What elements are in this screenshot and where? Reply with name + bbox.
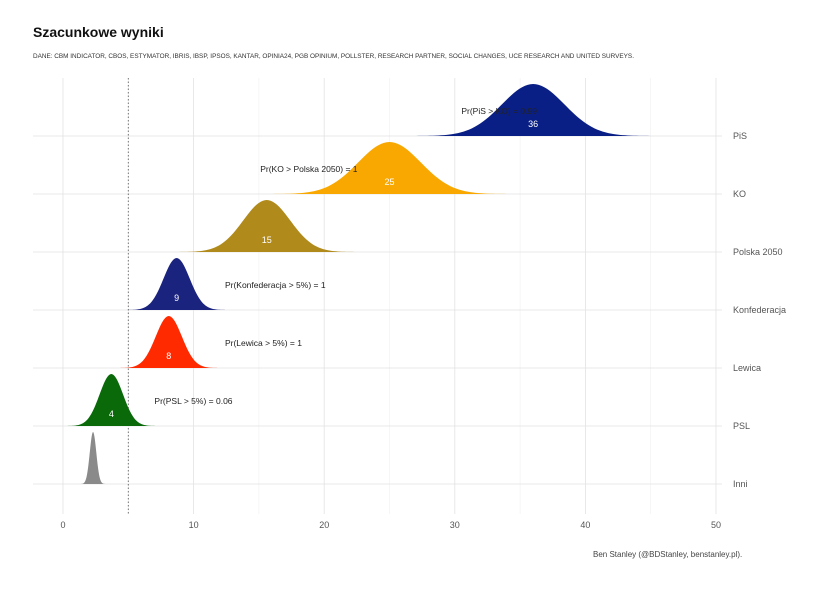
category-labels: PiS KO Polska 2050 Konfederacja Lewica PSL Inn…	[733, 131, 786, 489]
mean-label-pis: 36	[528, 119, 538, 129]
category-label-pis: PiS	[733, 131, 747, 141]
category-label-konfederacja: Konfederacja	[733, 305, 786, 315]
mean-label-polska-2050: 15	[262, 235, 272, 245]
annotations: Pr(PiS > KO) = 0.99 Pr(KO > Polska 2050) …	[154, 106, 537, 406]
ridge-pis	[407, 84, 659, 136]
annotation: Pr(PSL > 5%) = 0.06	[154, 396, 232, 406]
annotation: Pr(Lewica > 5%) = 1	[225, 338, 302, 348]
mean-label-lewica: 8	[166, 351, 171, 361]
x-tick-label: 10	[189, 520, 199, 530]
ridge-inni	[79, 432, 107, 484]
ridge-lewica	[116, 316, 222, 368]
category-label-inni: Inni	[733, 479, 748, 489]
annotation: Pr(PiS > KO) = 0.99	[461, 106, 537, 116]
chart-caption: Ben Stanley (@BDStanley, benstanley.pl).	[593, 550, 743, 559]
annotation: Pr(KO > Polska 2050) = 1	[260, 164, 358, 174]
category-label-polska-2050: Polska 2050	[733, 247, 783, 257]
ridge-konfederacja	[124, 258, 229, 310]
x-tick-label: 0	[60, 520, 65, 530]
mean-label-psl: 4	[109, 409, 114, 419]
x-tick-labels: 0 10 20 30 40 50	[60, 520, 721, 530]
x-tick-label: 50	[711, 520, 721, 530]
grid-lines	[33, 78, 722, 514]
ridge-psl	[64, 374, 159, 426]
x-tick-label: 30	[450, 520, 460, 530]
category-label-ko: KO	[733, 189, 746, 199]
ridge-polska-2050	[172, 200, 361, 252]
chart-subtitle: DANE: CBM INDICATOR, CBOS, ESTYMATOR, IB…	[33, 53, 634, 60]
x-tick-label: 20	[319, 520, 329, 530]
chart-title: Szacunkowe wyniki	[33, 24, 164, 40]
category-label-psl: PSL	[733, 421, 750, 431]
mean-label-ko: 25	[384, 177, 394, 187]
density-ridges	[64, 84, 659, 484]
category-label-lewica: Lewica	[733, 363, 761, 373]
annotation: Pr(Konfederacja > 5%) = 1	[225, 280, 326, 290]
x-tick-label: 40	[580, 520, 590, 530]
mean-labels: 36 25 15 9 8 4	[109, 119, 538, 419]
ridge-ko	[264, 142, 515, 194]
mean-label-konfederacja: 9	[174, 293, 179, 303]
